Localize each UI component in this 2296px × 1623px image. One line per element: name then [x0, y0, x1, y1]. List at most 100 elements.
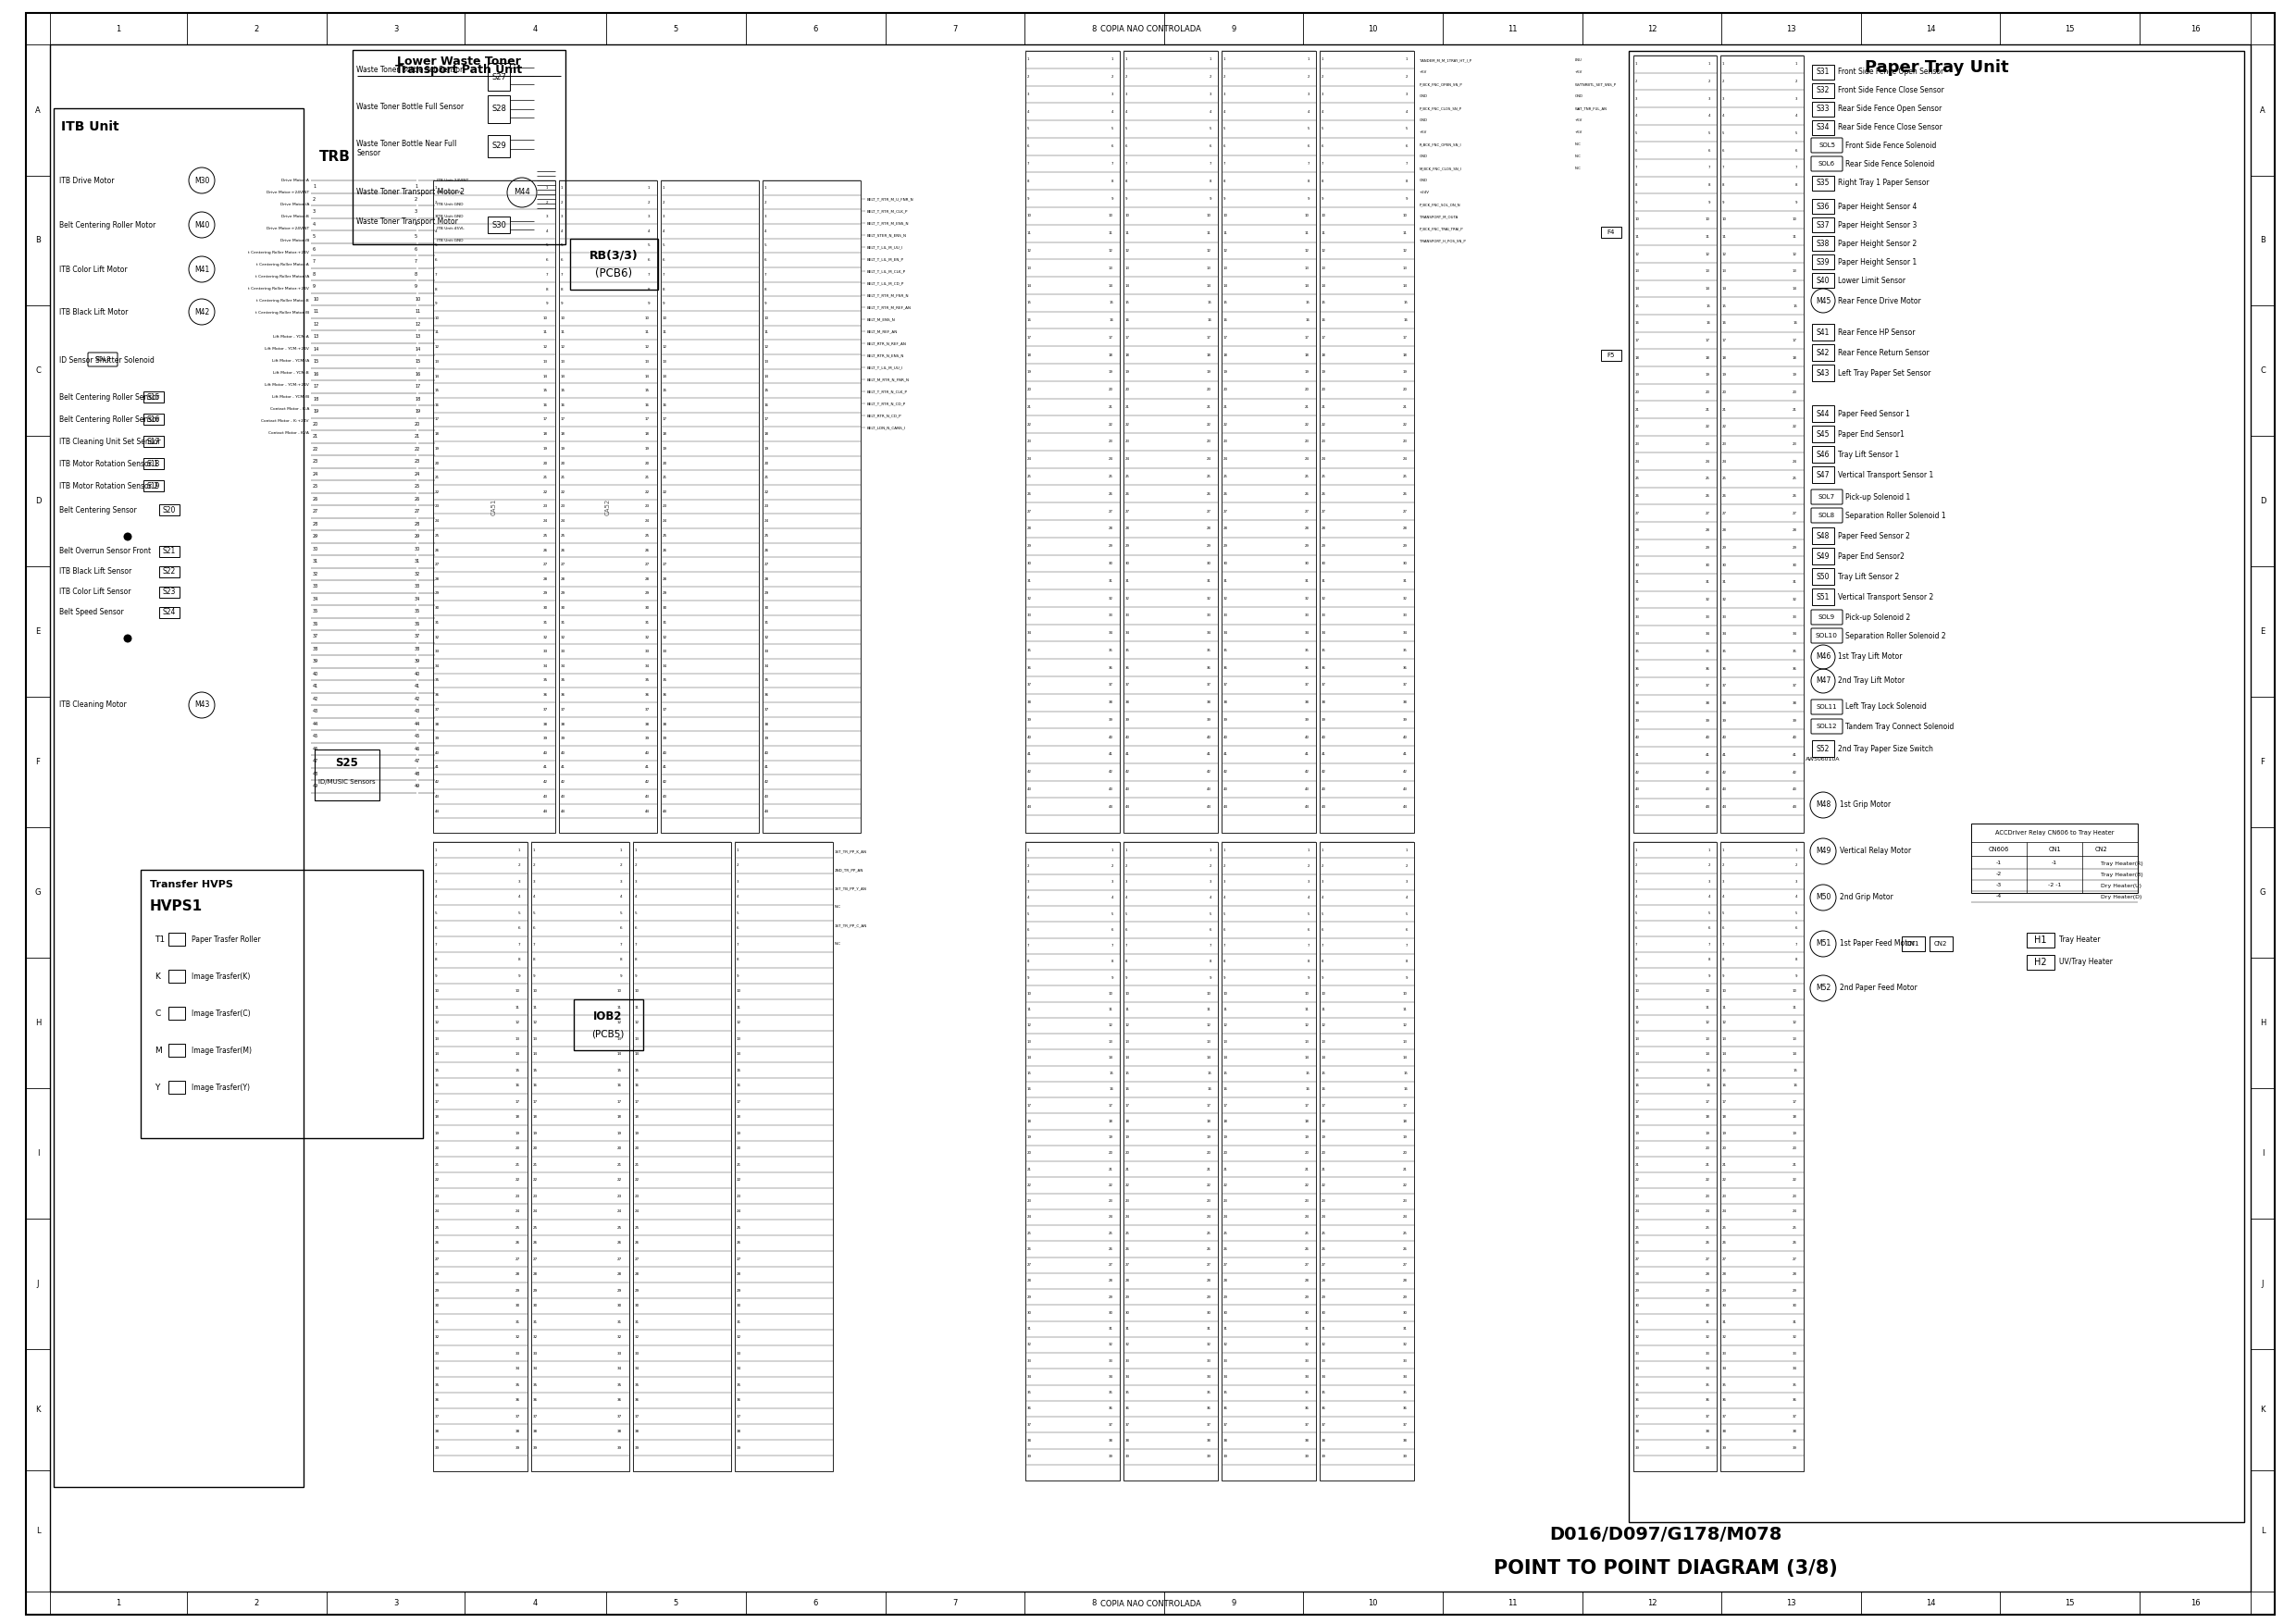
Text: 36: 36: [645, 693, 650, 696]
Text: 27: 27: [1208, 510, 1212, 513]
Text: 25: 25: [1208, 476, 1212, 479]
Text: 18: 18: [1403, 354, 1407, 357]
Text: 2: 2: [1322, 863, 1325, 868]
Text: 37: 37: [533, 1414, 537, 1419]
Text: 14: 14: [1403, 1055, 1407, 1060]
Text: 30: 30: [1322, 562, 1327, 565]
Text: ITB Unit:24V: ITB Unit:24V: [436, 190, 461, 195]
Text: 23: 23: [1125, 440, 1130, 443]
Text: 15: 15: [1125, 300, 1130, 305]
Text: +5V: +5V: [1419, 70, 1428, 75]
Text: S38: S38: [1816, 239, 1830, 248]
Text: 23: 23: [1722, 443, 1727, 446]
Text: 4: 4: [546, 229, 549, 234]
Text: 9: 9: [664, 302, 666, 305]
Text: 21: 21: [1125, 406, 1130, 409]
Text: 14: 14: [1635, 1053, 1639, 1057]
Text: 40: 40: [664, 751, 668, 755]
Text: 44: 44: [1322, 805, 1327, 808]
Text: 3: 3: [1322, 93, 1325, 96]
Text: 19: 19: [560, 446, 565, 451]
Text: 34: 34: [737, 1367, 742, 1371]
Text: 34: 34: [645, 664, 650, 669]
Text: -3: -3: [1995, 883, 2002, 888]
Text: 48: 48: [312, 771, 319, 776]
Text: 24: 24: [1304, 1216, 1309, 1219]
Text: 15: 15: [434, 390, 441, 393]
Text: 17: 17: [544, 417, 549, 422]
Text: 21: 21: [1635, 407, 1639, 412]
Text: BELT_T_LIL_M_UU_I: BELT_T_LIL_M_UU_I: [868, 245, 902, 248]
Text: 5: 5: [620, 911, 622, 915]
Text: M_BCK_FNC_CLOS_SN_I: M_BCK_FNC_CLOS_SN_I: [1419, 167, 1463, 170]
Text: 19: 19: [1026, 1136, 1031, 1139]
Text: 20: 20: [618, 1147, 622, 1151]
Text: 34: 34: [312, 597, 319, 601]
Text: 13: 13: [1322, 266, 1327, 269]
Text: Drive Motor:+24VINT: Drive Motor:+24VINT: [266, 227, 310, 230]
Text: 11: 11: [618, 1005, 622, 1010]
Text: 36: 36: [434, 1399, 441, 1402]
Text: 38: 38: [636, 1430, 641, 1433]
Text: 37: 37: [1722, 685, 1727, 688]
Text: 30: 30: [618, 1305, 622, 1308]
Text: 41: 41: [1793, 753, 1798, 756]
Text: 32: 32: [1322, 1342, 1327, 1347]
Text: 37: 37: [1125, 683, 1130, 687]
Text: 6: 6: [737, 927, 739, 930]
Text: 30: 30: [1322, 1311, 1327, 1315]
Text: M47: M47: [1816, 677, 1830, 685]
Text: 37: 37: [1109, 683, 1114, 687]
Text: 28: 28: [1322, 1279, 1327, 1282]
Text: Dry Heater(U): Dry Heater(U): [2101, 883, 2142, 888]
Text: 27: 27: [434, 1258, 441, 1261]
Text: 8: 8: [1224, 180, 1226, 183]
Text: 36: 36: [618, 1399, 622, 1402]
Text: 37: 37: [1322, 683, 1327, 687]
Text: 3: 3: [1026, 93, 1029, 96]
Text: S29: S29: [491, 143, 505, 151]
Text: 34: 34: [1793, 1367, 1798, 1371]
Text: 2: 2: [1322, 75, 1325, 80]
Text: 2: 2: [1722, 80, 1724, 83]
Text: 11: 11: [737, 1005, 742, 1010]
Bar: [1812, 549, 1835, 565]
Text: 39: 39: [416, 659, 420, 664]
Text: 27: 27: [416, 510, 420, 514]
Text: 27: 27: [542, 563, 549, 566]
Text: 44: 44: [434, 810, 439, 813]
Text: 19: 19: [1026, 370, 1031, 375]
Text: 29: 29: [1109, 1295, 1114, 1298]
Bar: [168, 1044, 186, 1057]
Text: 36: 36: [1304, 665, 1309, 670]
Text: 8: 8: [737, 958, 739, 962]
Text: 2: 2: [1722, 863, 1724, 867]
Text: 18: 18: [1722, 355, 1727, 360]
Text: 3: 3: [1405, 880, 1407, 885]
Text: 21: 21: [1793, 1162, 1798, 1167]
Text: 18: 18: [1706, 1115, 1711, 1120]
Text: 5: 5: [647, 243, 650, 248]
Text: 17: 17: [1304, 336, 1309, 339]
Text: 26: 26: [1722, 1242, 1727, 1245]
Text: Y: Y: [154, 1083, 158, 1091]
Text: 19: 19: [1322, 370, 1327, 375]
Bar: [1812, 175, 1835, 190]
Text: 38: 38: [1026, 701, 1031, 704]
Bar: [168, 969, 186, 982]
Text: 4: 4: [312, 222, 315, 227]
Text: 15: 15: [1026, 300, 1031, 305]
Text: 9: 9: [1405, 196, 1407, 200]
Text: 28: 28: [1125, 1279, 1130, 1282]
Text: 40: 40: [544, 751, 549, 755]
Text: K: K: [34, 1406, 41, 1414]
Text: Front Side Fence Solenoid: Front Side Fence Solenoid: [1846, 141, 1936, 149]
Text: 16: 16: [514, 1084, 521, 1087]
Text: 2: 2: [560, 200, 563, 204]
Text: 36: 36: [1109, 665, 1114, 670]
Text: ITB Unit: ITB Unit: [62, 120, 119, 133]
Text: Paper Trasfer Roller: Paper Trasfer Roller: [191, 935, 262, 943]
Text: 19: 19: [416, 409, 420, 414]
Text: 25: 25: [1635, 1225, 1639, 1229]
Bar: [1320, 50, 1414, 833]
